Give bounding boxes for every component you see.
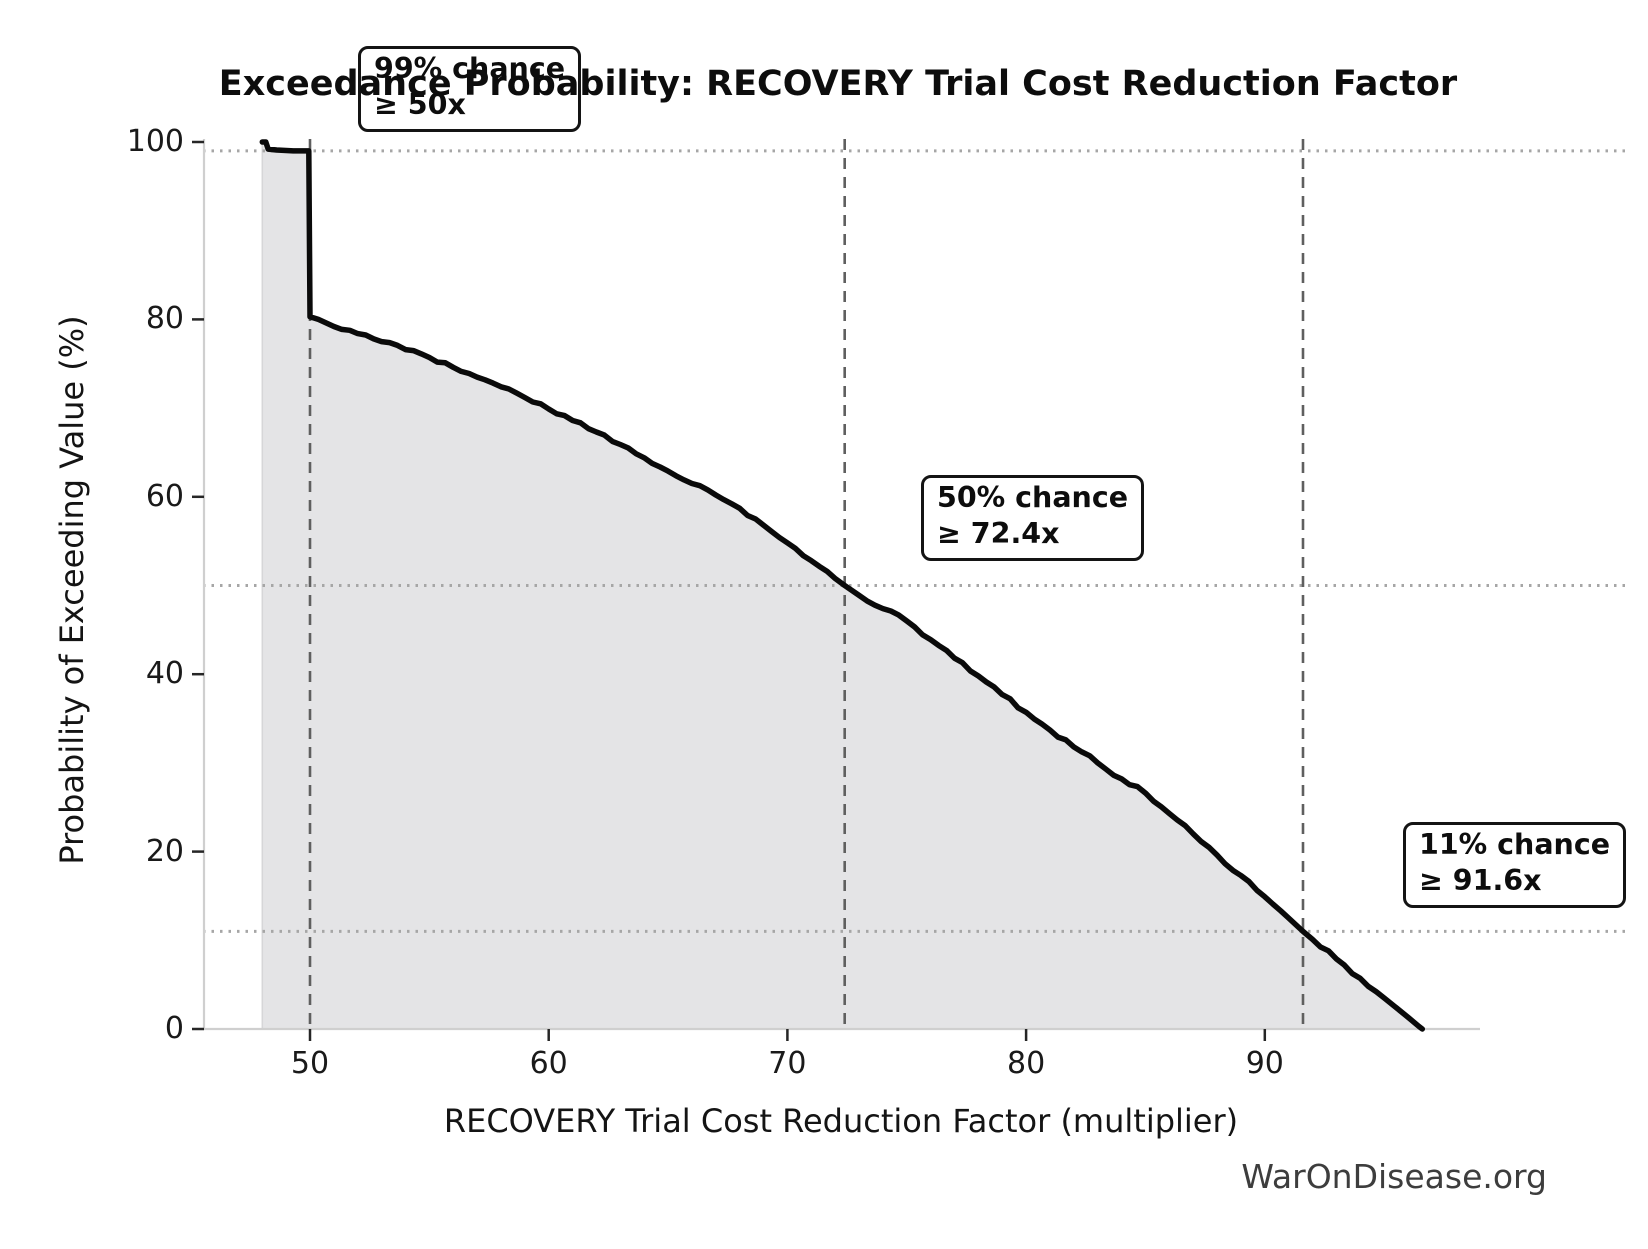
annotation-chance-text: 11% chance	[1419, 828, 1611, 861]
watermark: WarOnDisease.org	[1241, 1157, 1547, 1196]
annotation-99-chance: 99% chance ≥ 50x	[358, 46, 582, 132]
chart-title: Exceedance Probability: RECOVERY Trial C…	[218, 64, 1458, 104]
exceedance-curve	[259, 139, 1426, 1032]
y-tick-label-20: 20	[145, 833, 184, 869]
x-tick-label-90: 90	[1245, 1046, 1284, 1081]
x-tick-label-80: 80	[1007, 1046, 1046, 1081]
annotation-value-text: ≥ 72.4x	[937, 517, 1060, 550]
annotation-50-chance: 50% chance ≥ 72.4x	[921, 475, 1145, 561]
annotation-value-text: ≥ 50x	[374, 88, 466, 121]
y-tick-label-40: 40	[145, 656, 184, 692]
x-tick-label-50: 50	[290, 1046, 330, 1081]
x-axis-label: RECOVERY Trial Cost Reduction Factor (mu…	[443, 1102, 1239, 1140]
x-tick-label-70: 70	[768, 1046, 807, 1081]
y-tick-label-80: 80	[145, 301, 184, 337]
y-tick-label-100: 100	[126, 124, 184, 159]
annotation-value-text: ≥ 91.6x	[1419, 864, 1542, 897]
y-tick-label-0: 0	[164, 1011, 184, 1046]
annotation-11-chance: 11% chance ≥ 91.6x	[1403, 822, 1627, 908]
y-tick-label-60: 60	[145, 478, 184, 514]
annotation-chance-text: 99% chance	[374, 52, 566, 85]
annotation-chance-text: 50% chance	[937, 481, 1129, 514]
x-tick-label-60: 60	[529, 1046, 568, 1081]
